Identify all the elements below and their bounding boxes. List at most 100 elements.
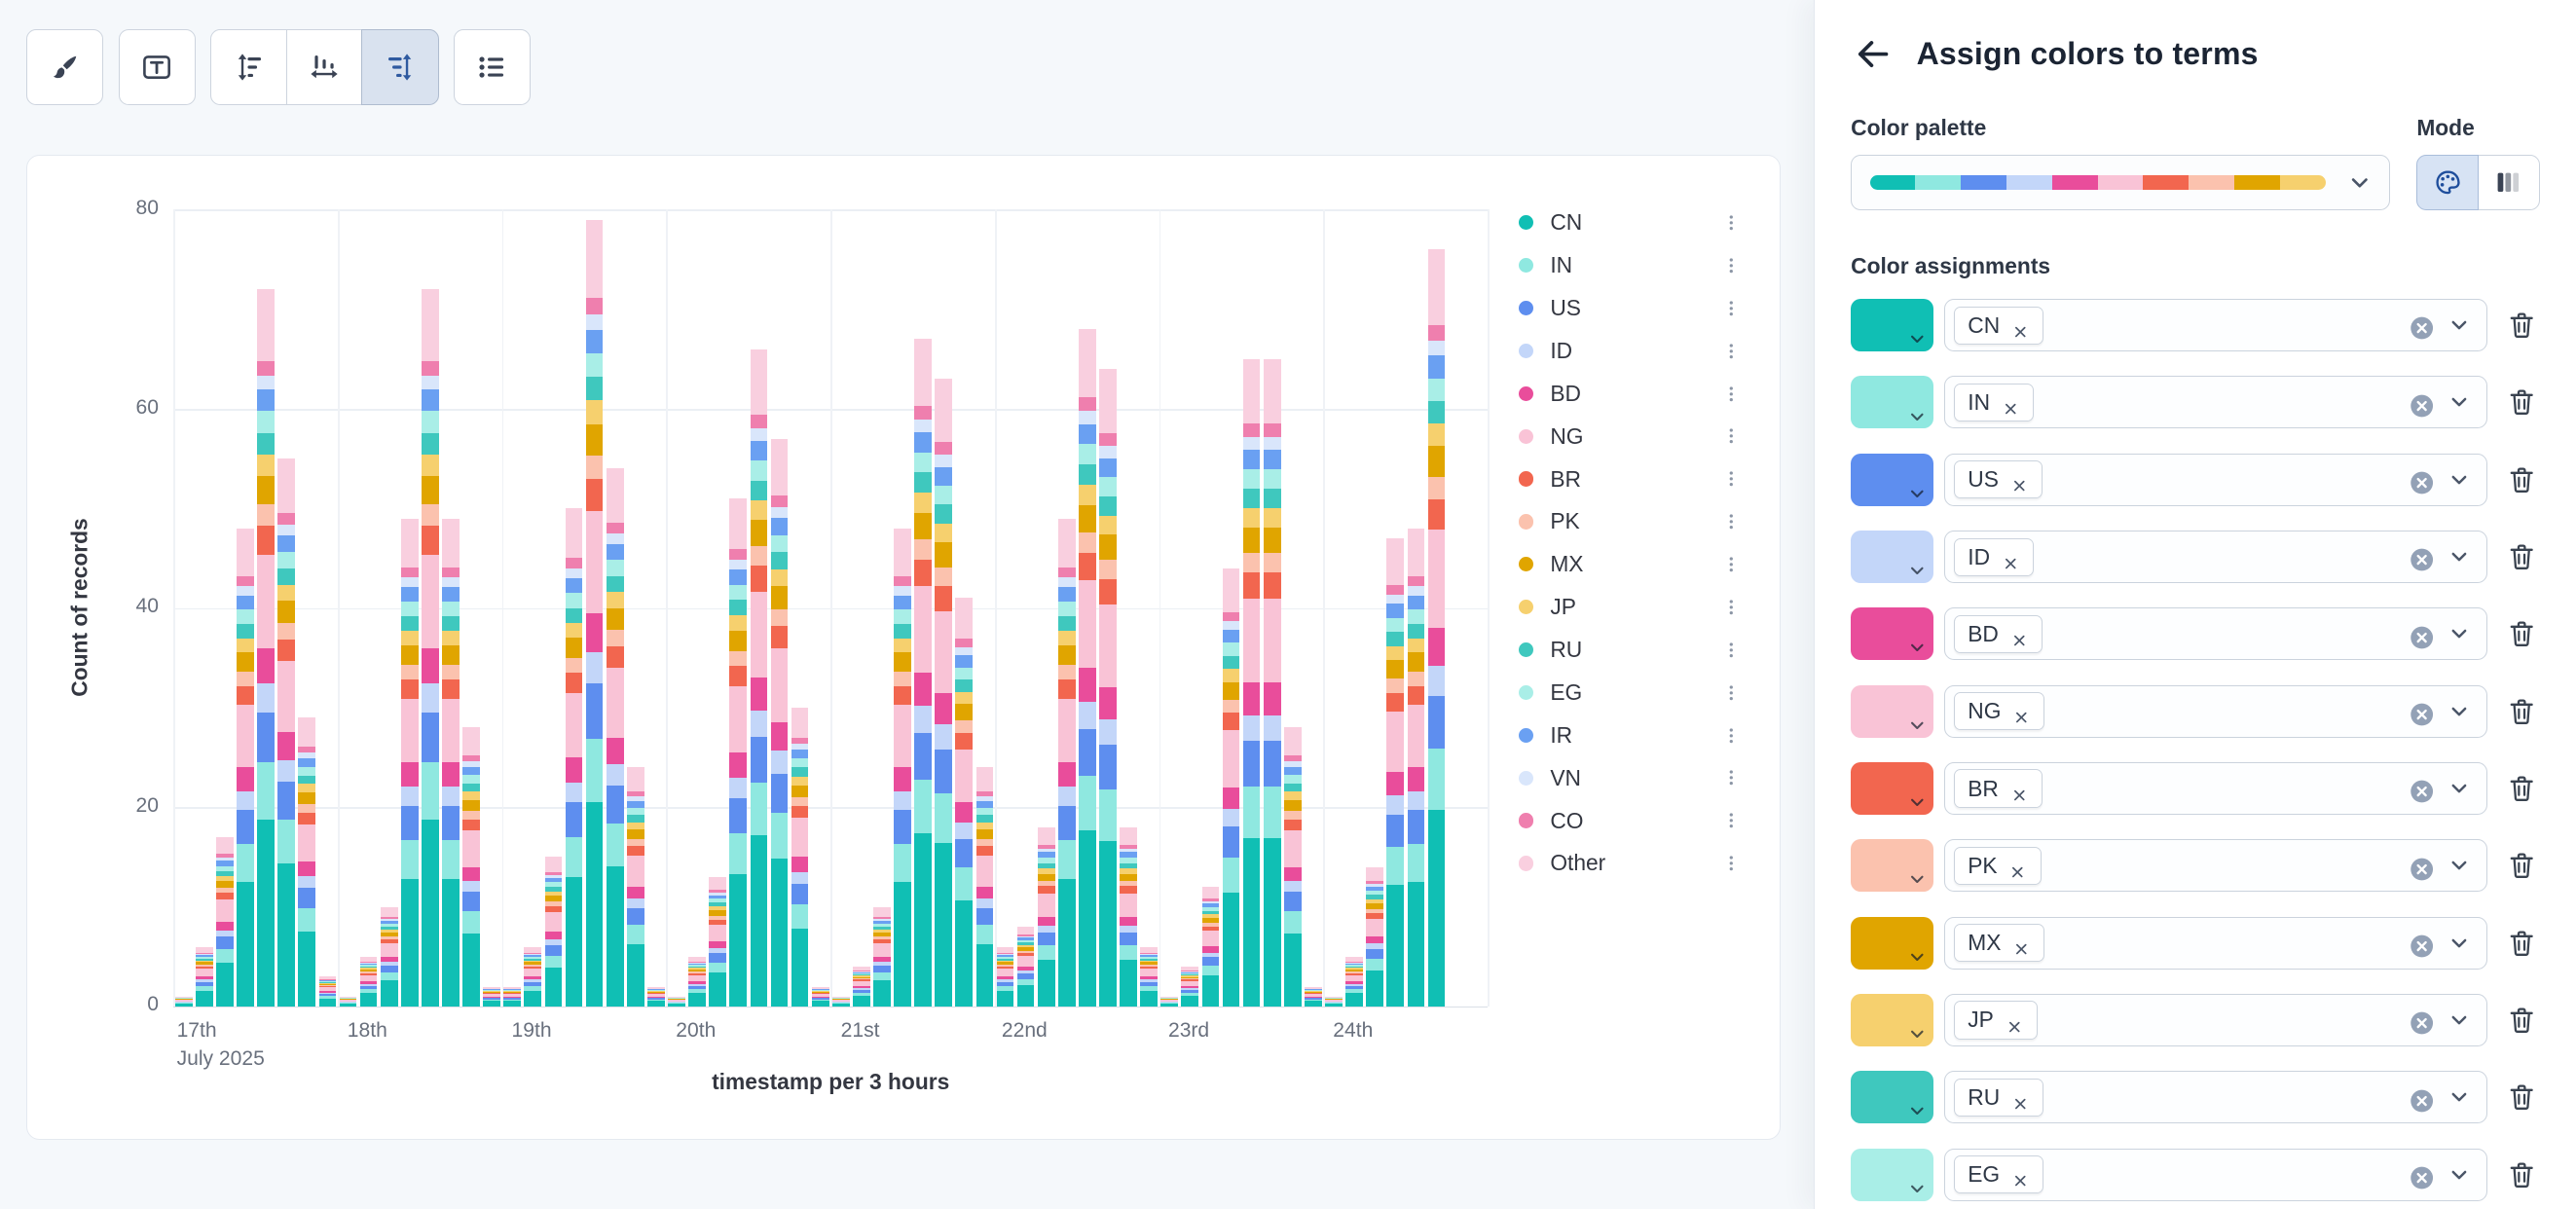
clear-terms-button[interactable]: [2410, 776, 2434, 803]
remove-term-button[interactable]: [2012, 702, 2031, 723]
term-combobox[interactable]: PK: [1944, 839, 2487, 893]
color-swatch-button[interactable]: [1851, 762, 1933, 815]
legend-item-actions-button[interactable]: [1719, 594, 1743, 620]
bar-stack[interactable]: [483, 986, 500, 1007]
term-combobox[interactable]: EG: [1944, 1148, 2487, 1201]
color-swatch-button[interactable]: [1851, 1148, 1933, 1201]
remove-term-button[interactable]: [2011, 1165, 2030, 1187]
delete-assignment-button[interactable]: [2507, 1156, 2540, 1192]
delete-assignment-button[interactable]: [2507, 539, 2540, 575]
legend-item-label[interactable]: MX: [1550, 551, 1584, 577]
bar-stack[interactable]: [996, 946, 1014, 1007]
bar-stack[interactable]: [174, 996, 193, 1007]
legend-item-label[interactable]: BR: [1550, 465, 1581, 492]
clear-terms-button[interactable]: [2410, 1085, 2434, 1113]
legend-item-actions-button[interactable]: [1719, 679, 1743, 706]
legend-item-actions-button[interactable]: [1719, 722, 1743, 749]
bar-stack[interactable]: [852, 966, 870, 1007]
clear-terms-button[interactable]: [2410, 544, 2434, 571]
legend-item-actions-button[interactable]: [1719, 381, 1743, 407]
clear-terms-button[interactable]: [2410, 622, 2434, 649]
delete-assignment-button[interactable]: [2507, 693, 2540, 729]
legend-item-actions-button[interactable]: [1719, 765, 1743, 791]
remove-term-button[interactable]: [2002, 548, 2020, 569]
left-axis-button[interactable]: [210, 29, 288, 105]
bar-stack[interactable]: [1325, 996, 1343, 1007]
term-combobox[interactable]: ID: [1944, 531, 2487, 584]
delete-assignment-button[interactable]: [2507, 308, 2540, 344]
bar-stack[interactable]: [1222, 568, 1240, 1007]
bar-stack[interactable]: [770, 438, 789, 1007]
bar-stack[interactable]: [955, 598, 974, 1007]
legend-item-actions-button[interactable]: [1719, 466, 1743, 493]
legend-item-label[interactable]: ID: [1550, 337, 1573, 363]
remove-term-button[interactable]: [2008, 857, 2027, 878]
bar-stack[interactable]: [668, 996, 685, 1007]
bar-stack[interactable]: [831, 996, 850, 1007]
legend-item-actions-button[interactable]: [1719, 508, 1743, 534]
legend-item-label[interactable]: Other: [1550, 850, 1606, 876]
bar-stack[interactable]: [277, 458, 296, 1007]
legend-item-actions-button[interactable]: [1719, 808, 1743, 834]
term-combobox[interactable]: IN: [1944, 376, 2487, 429]
bar-stack[interactable]: [1263, 358, 1281, 1007]
bar-stack[interactable]: [298, 717, 316, 1007]
color-swatch-button[interactable]: [1851, 916, 1933, 970]
term-combobox[interactable]: JP: [1944, 993, 2487, 1046]
bar-stack[interactable]: [1386, 537, 1405, 1007]
color-swatch-button[interactable]: [1851, 993, 1933, 1046]
color-swatch-button[interactable]: [1851, 1071, 1933, 1124]
legend-item-label[interactable]: BD: [1550, 380, 1581, 406]
bar-stack[interactable]: [195, 946, 213, 1007]
remove-term-button[interactable]: [2011, 316, 2030, 338]
legend-item-label[interactable]: JP: [1550, 594, 1576, 620]
legend-item-actions-button[interactable]: [1719, 551, 1743, 577]
color-palette-select[interactable]: [1851, 154, 2391, 210]
delete-assignment-button[interactable]: [2507, 616, 2540, 652]
remove-term-button[interactable]: [2002, 393, 2020, 415]
bar-stack[interactable]: [894, 528, 911, 1007]
legend-item-actions-button[interactable]: [1719, 637, 1743, 663]
delete-assignment-button[interactable]: [2507, 925, 2540, 961]
bar-stack[interactable]: [339, 996, 357, 1007]
legend-item-actions-button[interactable]: [1719, 295, 1743, 321]
bar-stack[interactable]: [1305, 986, 1322, 1007]
clear-terms-button[interactable]: [2410, 390, 2434, 418]
legend-item-label[interactable]: CN: [1550, 209, 1583, 236]
clear-terms-button[interactable]: [2410, 467, 2434, 495]
term-combobox[interactable]: CN: [1944, 299, 2487, 352]
bar-stack[interactable]: [729, 498, 748, 1007]
term-combobox[interactable]: BR: [1944, 762, 2487, 815]
bar-stack[interactable]: [1016, 927, 1035, 1007]
bar-stack[interactable]: [503, 986, 522, 1007]
bar-stack[interactable]: [1366, 866, 1384, 1007]
bar-stack[interactable]: [544, 857, 563, 1007]
color-swatch-button[interactable]: [1851, 299, 1933, 352]
bar-stack[interactable]: [565, 508, 583, 1007]
legend-item-actions-button[interactable]: [1719, 209, 1743, 236]
text-labels-button[interactable]: [118, 29, 196, 105]
term-combobox[interactable]: US: [1944, 453, 2487, 506]
remove-term-button[interactable]: [2010, 780, 2029, 801]
bar-stack[interactable]: [811, 986, 829, 1007]
delete-assignment-button[interactable]: [2507, 461, 2540, 497]
color-swatch-button[interactable]: [1851, 453, 1933, 506]
back-button[interactable]: [1851, 33, 1894, 76]
color-swatch-button[interactable]: [1851, 607, 1933, 661]
bar-stack[interactable]: [257, 289, 275, 1007]
clear-terms-button[interactable]: [2410, 931, 2434, 958]
bar-stack[interactable]: [1057, 518, 1076, 1007]
bar-stack[interactable]: [647, 986, 665, 1007]
legend-button[interactable]: [453, 29, 532, 105]
legend-item-label[interactable]: IR: [1550, 721, 1573, 748]
bar-stack[interactable]: [1283, 727, 1302, 1007]
bar-stack[interactable]: [400, 518, 419, 1007]
bar-stack[interactable]: [873, 906, 891, 1007]
term-combobox[interactable]: RU: [1944, 1071, 2487, 1124]
term-combobox[interactable]: MX: [1944, 916, 2487, 970]
bar-stack[interactable]: [709, 876, 727, 1007]
bar-stack[interactable]: [1037, 826, 1055, 1007]
legend-item-label[interactable]: VN: [1550, 764, 1581, 790]
bottom-axis-button[interactable]: [285, 29, 363, 105]
bar-stack[interactable]: [1120, 826, 1137, 1007]
